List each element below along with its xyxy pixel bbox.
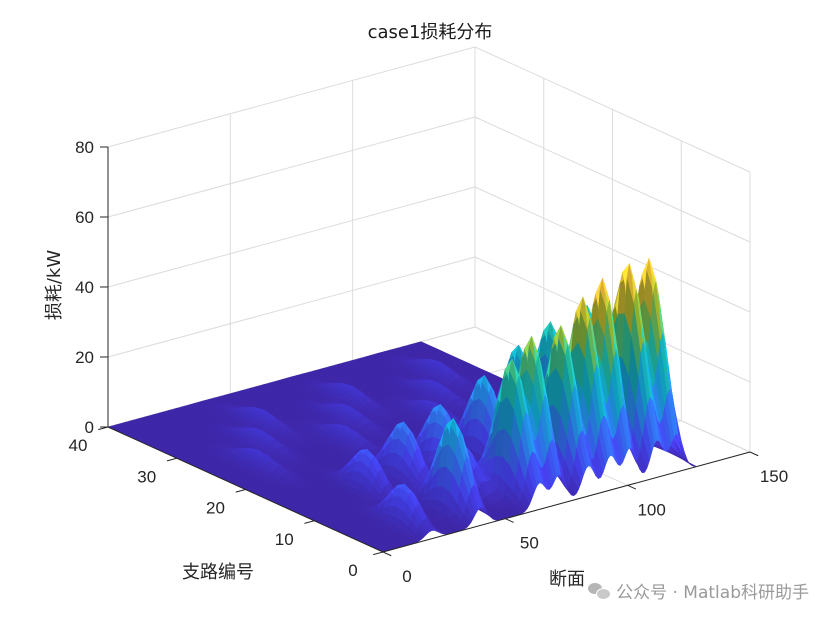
grid-line xyxy=(474,46,751,173)
grid-line xyxy=(474,186,751,313)
grid-line xyxy=(107,116,476,218)
grid-line xyxy=(474,116,751,243)
grid-line xyxy=(107,256,476,358)
grid-line xyxy=(107,186,476,288)
grid-line xyxy=(107,46,476,148)
loss-surface xyxy=(107,257,697,553)
